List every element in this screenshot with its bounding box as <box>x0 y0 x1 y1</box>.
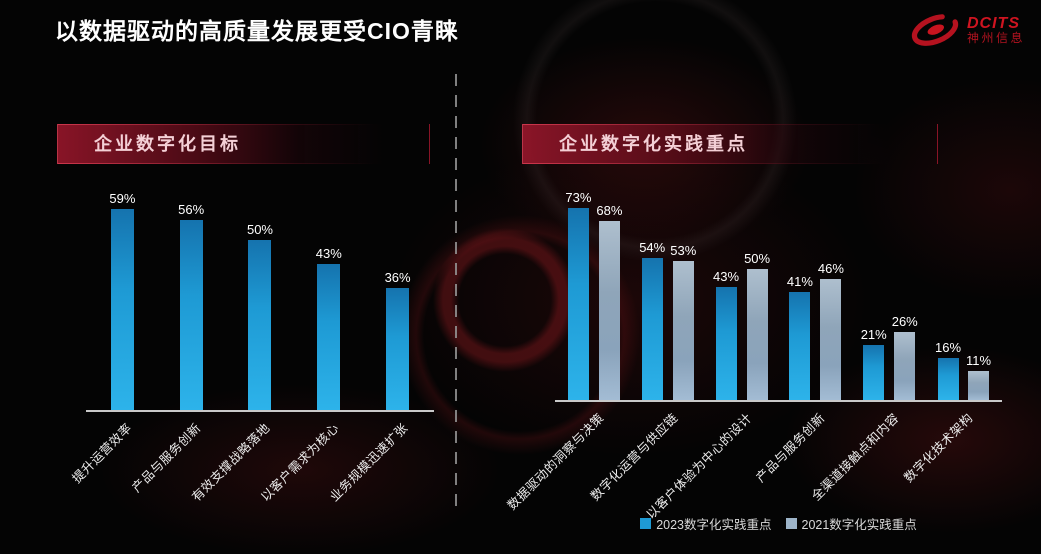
bar-value-label: 16% <box>935 339 962 355</box>
bar-value-label: 26% <box>891 313 918 329</box>
bar <box>894 331 916 400</box>
bar-column: 11% <box>966 353 991 400</box>
bar-value-label: 46% <box>817 261 844 277</box>
bar <box>110 209 134 410</box>
bar-group: 21% 26% <box>852 195 926 400</box>
goals-header-banner: 企业数字化目标 <box>57 124 430 164</box>
bar <box>820 279 842 400</box>
bar <box>598 221 620 400</box>
bar-column: 50% <box>226 190 295 410</box>
bar-group: 73% 68% <box>557 190 631 400</box>
bar <box>248 240 272 410</box>
bar-value-label: 41% <box>786 274 813 290</box>
legend-label: 2023数字化实践重点 <box>656 518 772 532</box>
bar-value-label: 50% <box>744 250 771 266</box>
bar-value-label: 59% <box>109 191 136 207</box>
goals-header-label: 企业数字化目标 <box>94 134 241 154</box>
bar-column: 59% <box>88 190 157 410</box>
logo-company: 神州信息 <box>966 31 1025 46</box>
bar-value-label: 36% <box>384 269 411 285</box>
bar-column: 46% <box>818 261 844 400</box>
bar-column: 50% <box>744 250 771 400</box>
bar <box>937 357 959 400</box>
goals-bar-chart: 59% 56% 50% 43% 36% <box>86 190 434 412</box>
legend-item: 2021数字化实践重点 <box>785 514 917 533</box>
bar <box>746 268 768 400</box>
bar-value-label: 73% <box>565 190 592 206</box>
practice-header-label: 企业数字化实践重点 <box>559 134 748 154</box>
bar-column: 43% <box>294 190 363 410</box>
bar-value-label: 11% <box>966 353 992 369</box>
goals-axis-baseline <box>86 410 434 412</box>
bar-column: 73% <box>565 190 591 400</box>
legend-swatch <box>640 518 652 529</box>
practice-axis-baseline <box>555 400 1002 402</box>
bar <box>672 260 694 400</box>
bar <box>789 292 811 400</box>
practice-header-banner: 企业数字化实践重点 <box>522 124 938 164</box>
bar-value-label: 43% <box>315 245 342 261</box>
logo-text: DCITS 神州信息 <box>967 15 1025 46</box>
bar-column: 26% <box>892 314 918 400</box>
x-axis-label: 数字化技术架构 <box>901 410 976 486</box>
bar <box>968 371 990 400</box>
bar-value-label: 56% <box>178 201 205 217</box>
practice-category-labels: 数据驱动的洞察与决策 数字化运营与供应链 以客户体验为中心的设计 产品与服务创新 全渠道… <box>505 408 1000 522</box>
bar-value-label: 21% <box>860 326 887 342</box>
dashed-section-divider <box>455 74 457 512</box>
bar <box>863 344 885 400</box>
bar <box>179 219 203 410</box>
bar <box>715 286 737 400</box>
bar-value-label: 50% <box>246 222 273 237</box>
bar-column: 43% <box>713 269 739 400</box>
bar-column: 16% <box>935 340 961 400</box>
bar-value-label: 68% <box>596 203 623 219</box>
bar-group: 54% 53% <box>631 195 705 400</box>
bar-column: 68% <box>596 203 622 400</box>
bar-group: 16% 11% <box>926 195 1000 400</box>
bar-column: 41% <box>787 274 813 400</box>
page-title: 以数据驱动的高质量发展更受CIO青睐 <box>55 18 459 44</box>
bar-value-label: 54% <box>639 239 666 255</box>
practice-bar-chart: 73% 68% 54% 53% 43% 50% 41% 46% 21% 26% 16% 11% <box>555 190 1002 402</box>
bar-column: 53% <box>670 243 696 400</box>
logo-brand: DCITS <box>966 14 1020 32</box>
bar-column: 21% <box>861 327 887 400</box>
legend-label: 2021数字化实践重点 <box>801 518 917 532</box>
bar <box>386 287 410 410</box>
bar <box>317 263 341 410</box>
bar-group: 43% 50% <box>705 195 779 400</box>
swirl-logo-icon <box>911 14 959 46</box>
bar <box>641 257 663 400</box>
legend-swatch <box>785 518 797 529</box>
bar-column: 54% <box>639 240 665 400</box>
bar-value-label: 53% <box>670 242 697 258</box>
legend-item: 2023数字化实践重点 <box>640 514 772 533</box>
bar-group: 41% 46% <box>778 195 852 400</box>
bar <box>567 208 589 400</box>
bar-value-label: 43% <box>713 268 740 284</box>
dcits-logo: DCITS 神州信息 <box>909 8 1025 52</box>
goals-category-labels: 提升运营效率 产品与服务创新 有效支撑战略落地 以客户需求为核心 业务规模迅速扩张 <box>70 418 432 528</box>
x-axis-label: 产品与服务创新 <box>753 410 829 486</box>
chart-legend: 2023数字化实践重点 2021数字化实践重点 <box>557 514 1000 533</box>
bar-column: 36% <box>363 190 432 410</box>
bar-column: 56% <box>157 190 226 410</box>
